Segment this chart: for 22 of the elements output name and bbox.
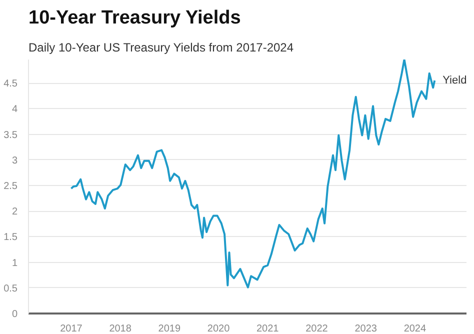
y-tick-label: 4.5 (4, 78, 18, 90)
y-tick-label: 3 (12, 155, 18, 166)
y-tick-label: 4 (12, 104, 18, 116)
y-tick-label: 2.5 (4, 180, 18, 192)
y-tick-label: 0.5 (4, 283, 18, 294)
x-tick-label: 2018 (109, 324, 132, 334)
y-tick-label: 2 (12, 206, 18, 218)
x-tick-label: 2021 (256, 324, 280, 334)
series-label: Yield (442, 74, 467, 86)
y-tick-label: 1.5 (4, 232, 18, 244)
x-tick-label: 2020 (207, 324, 230, 334)
x-tick-label: 2024 (404, 324, 427, 334)
line-series (70, 60, 436, 288)
chart-title: 10-Year Treasury Yields (28, 8, 241, 28)
x-tick-label: 2023 (354, 324, 378, 334)
x-tick-label: 2019 (158, 324, 181, 334)
x-tick-label: 2022 (306, 324, 328, 334)
y-tick-label: 3.5 (4, 130, 18, 141)
x-tick-label: 2017 (60, 324, 83, 334)
y-tick-label: 0 (12, 309, 18, 320)
y-tick-label: 1 (12, 258, 18, 269)
chart-subtitle: Daily 10-Year US Treasury Yields from 2017-2024 (28, 40, 294, 54)
